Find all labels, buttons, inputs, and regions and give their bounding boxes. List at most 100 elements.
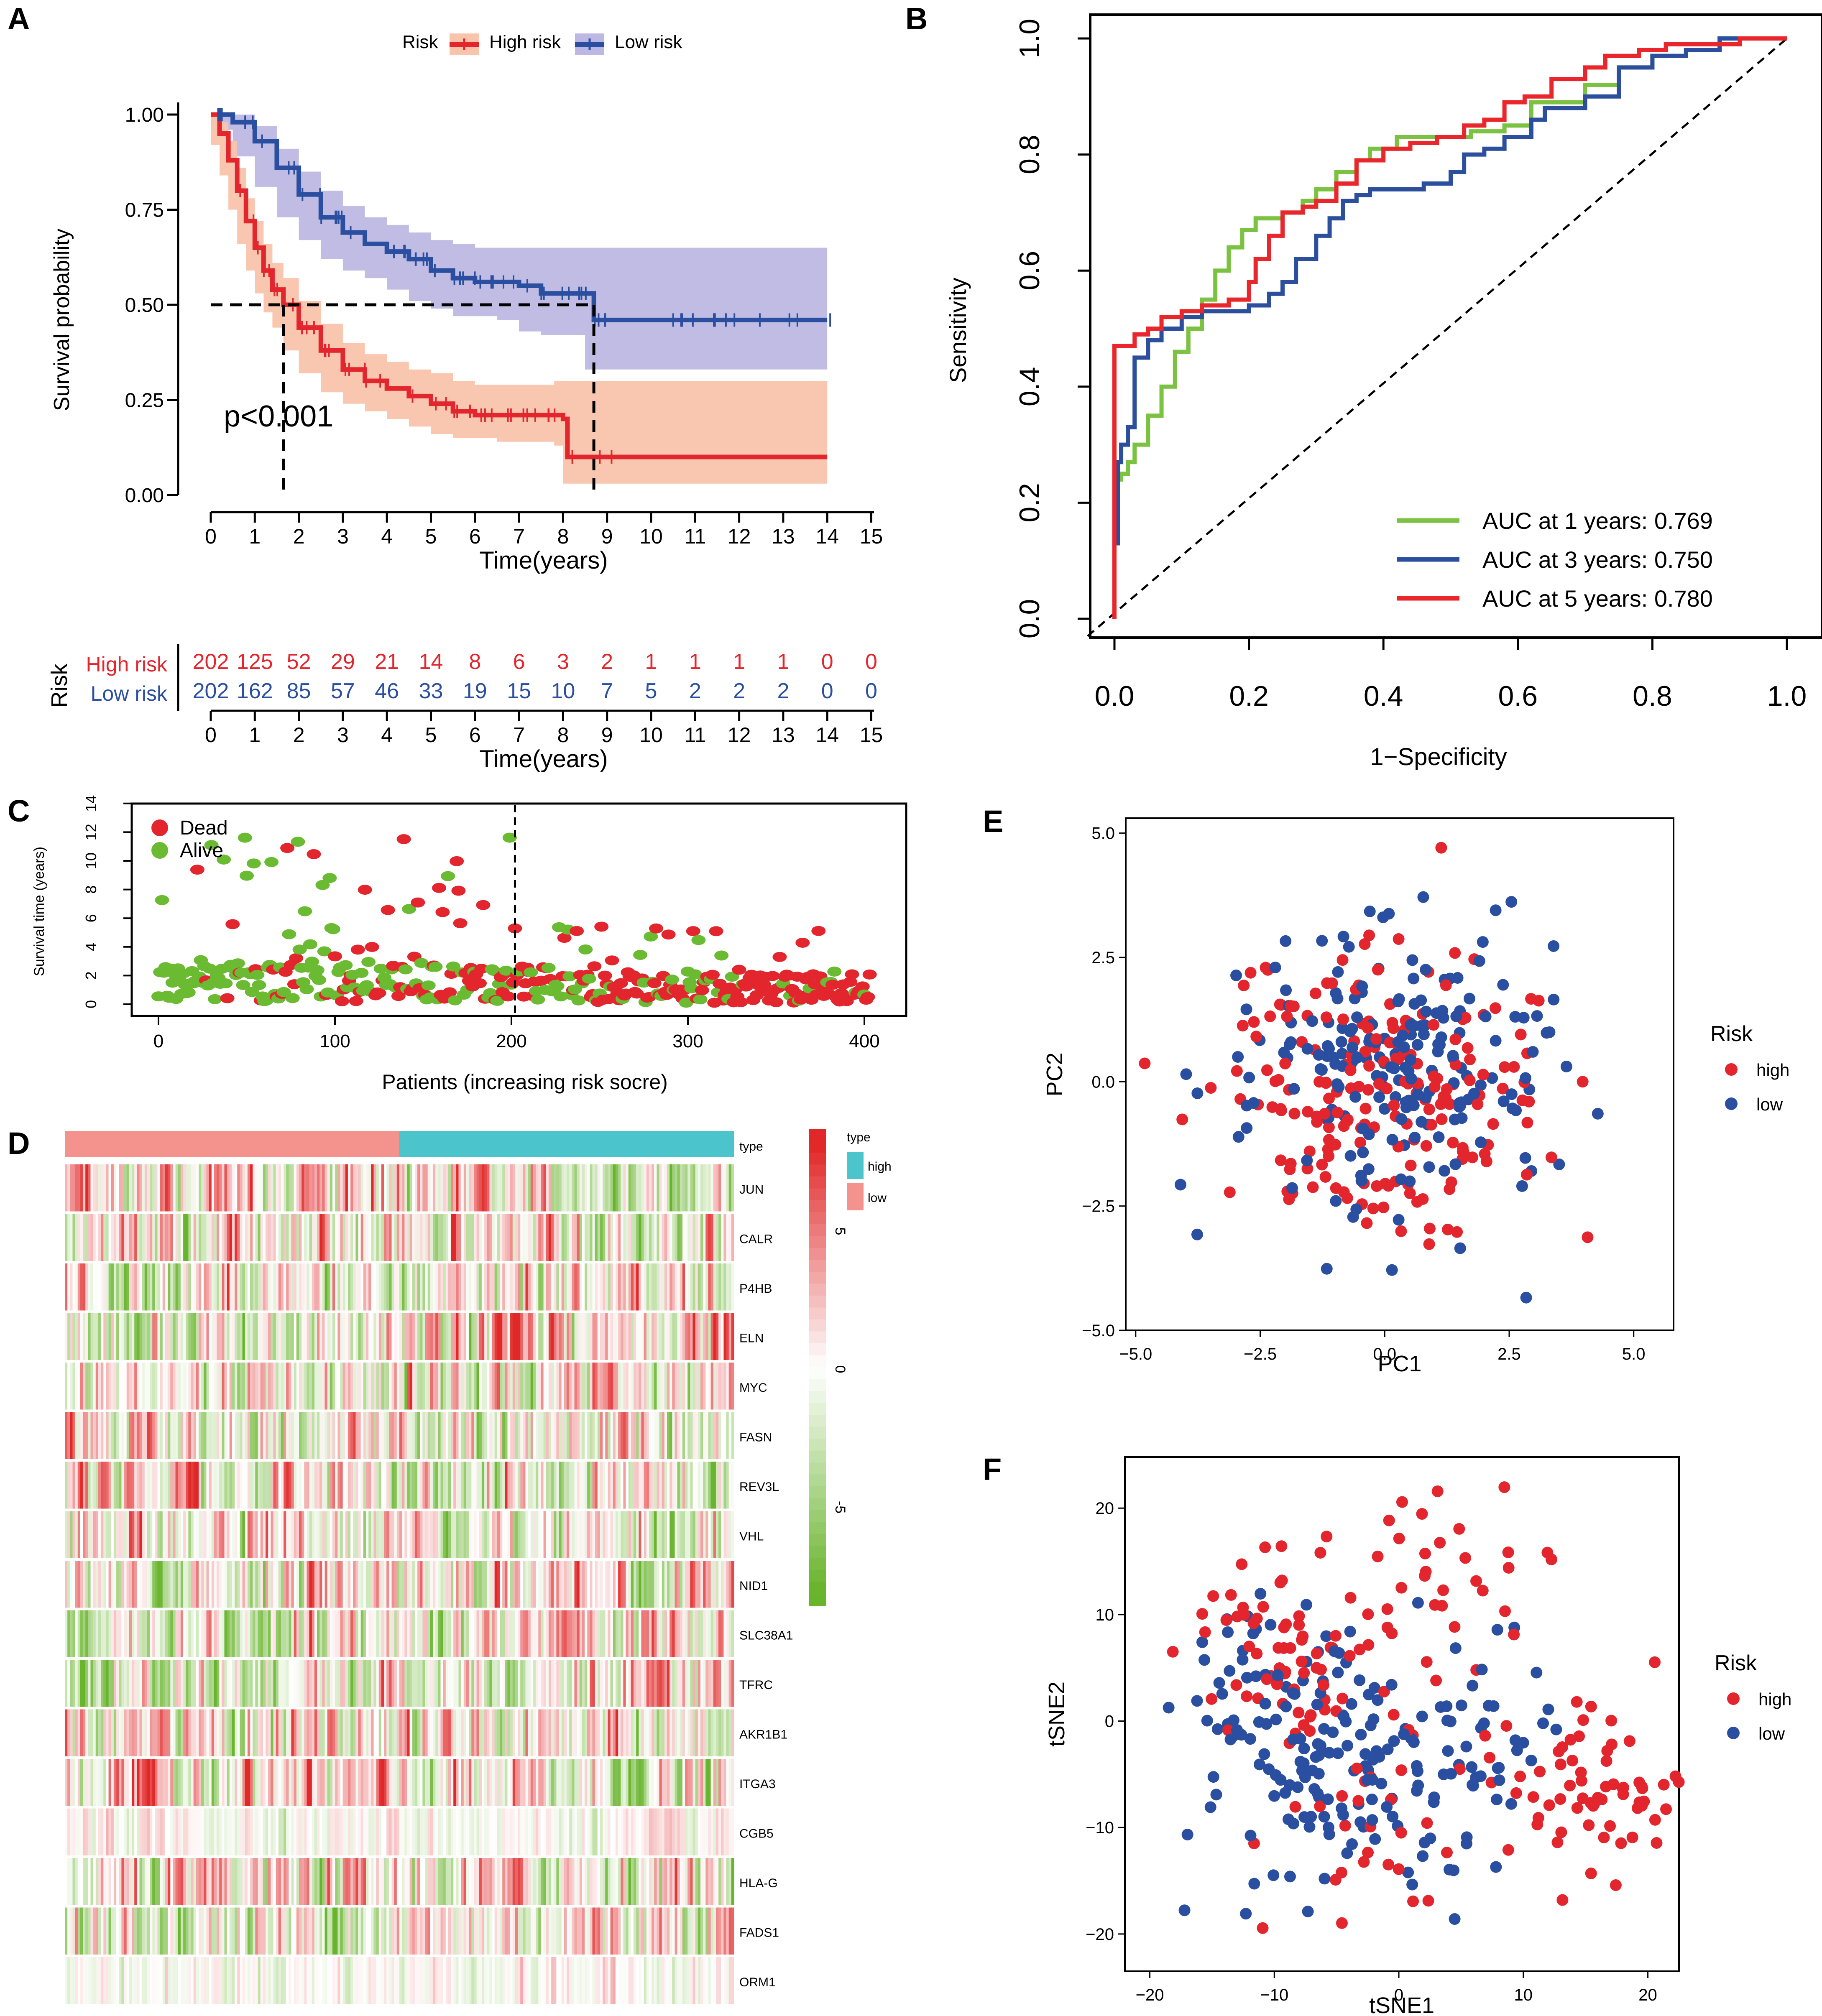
heatmap-cell [240, 1462, 243, 1509]
heatmap-cell [183, 1164, 186, 1212]
roc-x-tick-label: 1.0 [1767, 680, 1807, 712]
heatmap-cell [597, 1660, 601, 1707]
heatmap-cell [258, 1660, 261, 1707]
heatmap-cell [119, 1709, 122, 1756]
heatmap-cell [312, 1759, 315, 1806]
heatmap-cell [144, 1412, 148, 1459]
heatmap-cell [548, 1808, 552, 1855]
heatmap-cell [412, 1164, 415, 1212]
heatmap-cell [116, 1907, 119, 1955]
heatmap-cell [134, 1313, 137, 1360]
heatmap-cell [137, 1263, 140, 1311]
heatmap-cell [284, 1907, 286, 1955]
heatmap-cell [685, 1808, 688, 1855]
heatmap-cell [98, 1313, 101, 1360]
heatmap-cell [667, 1709, 670, 1756]
heatmap-cell [427, 1907, 431, 1955]
heatmap-cell [682, 1164, 685, 1212]
status-x-tick-label: 300 [672, 1031, 703, 1051]
heatmap-cell [664, 1858, 667, 1905]
heatmap-cell [229, 1709, 233, 1756]
heatmap-cell [327, 1808, 330, 1855]
heatmap-cell [564, 1660, 567, 1707]
heatmap-cell [564, 1709, 567, 1756]
heatmap-cell [147, 1610, 150, 1657]
heatmap-cell [567, 1462, 570, 1509]
heatmap-cell [634, 1709, 636, 1756]
heatmap-cell [227, 1561, 230, 1608]
roc-y-tick-label: 0.4 [1014, 367, 1045, 407]
heatmap-cell [168, 1214, 171, 1261]
heatmap-cell [510, 1660, 513, 1707]
heatmap-cell [530, 1214, 534, 1261]
status-point [264, 857, 279, 867]
heatmap-cell [299, 1313, 302, 1360]
heatmap-cell [206, 1907, 210, 1955]
heatmap-cell [551, 1709, 554, 1756]
heatmap-cell [119, 1957, 122, 2004]
heatmap-cell [211, 1907, 215, 1955]
status-point [354, 968, 369, 978]
heatmap-cell [427, 1610, 431, 1657]
status-point [665, 975, 680, 985]
heatmap-cell [595, 1808, 598, 1855]
heatmap-cell [278, 1313, 281, 1360]
heatmap-cell [134, 1363, 137, 1410]
heatmap-cell [705, 1759, 709, 1806]
heatmap-cell [193, 1907, 197, 1955]
heatmap-cell [222, 1511, 225, 1558]
heatmap-cell [567, 1511, 570, 1558]
heatmap-cell [360, 1462, 364, 1509]
heatmap-cell [675, 1412, 678, 1459]
heatmap-cell [111, 1610, 114, 1657]
heatmap-cell [106, 1660, 109, 1707]
heatmap-cell [667, 1561, 670, 1608]
heatmap-cell [85, 1808, 88, 1855]
heatmap-cell [80, 1511, 83, 1558]
heatmap-cell [469, 1759, 472, 1806]
heatmap-cell [299, 1709, 302, 1756]
heatmap-cell [178, 1759, 181, 1806]
heatmap-cell [119, 1363, 122, 1410]
heatmap-cell [235, 1214, 238, 1261]
heatmap-cell [173, 1610, 176, 1657]
heatmap-cell [510, 1759, 513, 1806]
heatmap-cell [325, 1709, 328, 1756]
heatmap-cell [469, 1808, 472, 1855]
heatmap-cell [139, 1808, 143, 1855]
status-point [554, 991, 568, 1002]
heatmap-cell [294, 1164, 297, 1212]
heatmap-cell [132, 1363, 135, 1410]
heatmap-cell [579, 1363, 583, 1410]
heatmap-cell [507, 1808, 511, 1855]
heatmap-cell [675, 1858, 678, 1905]
heatmap-cell [271, 1808, 274, 1855]
heatmap-cell [433, 1610, 436, 1657]
heatmap-cell [121, 1363, 125, 1410]
heatmap-cell [621, 1313, 624, 1360]
heatmap-cell [95, 1709, 99, 1756]
heatmap-cell [677, 1858, 680, 1905]
heatmap-cell [675, 1164, 678, 1212]
heatmap-cell [155, 1907, 158, 1955]
heatmap-cell [461, 1313, 464, 1360]
heatmap-cell [685, 1164, 688, 1212]
heatmap-cell [222, 1660, 225, 1707]
heatmap-cell [592, 1462, 595, 1509]
heatmap-cell [211, 1412, 215, 1459]
heatmap-cell [250, 1164, 253, 1212]
heatmap-cell [718, 1660, 721, 1707]
heatmap-cell [430, 1709, 433, 1756]
heatmap-cell [554, 1709, 557, 1756]
heatmap-cell [255, 1462, 258, 1509]
heatmap-cell [456, 1313, 459, 1360]
heatmap-cell [603, 1907, 606, 1955]
heatmap-cell [417, 1610, 420, 1657]
km-plot-area [211, 108, 831, 495]
heatmap-cell [723, 1907, 727, 1955]
heatmap-cell [90, 1808, 94, 1855]
heatmap-cell [217, 1462, 220, 1509]
status-y-tick-label: 6 [82, 914, 100, 922]
heatmap-cell [307, 1907, 310, 1955]
heatmap-cell [165, 1164, 168, 1212]
